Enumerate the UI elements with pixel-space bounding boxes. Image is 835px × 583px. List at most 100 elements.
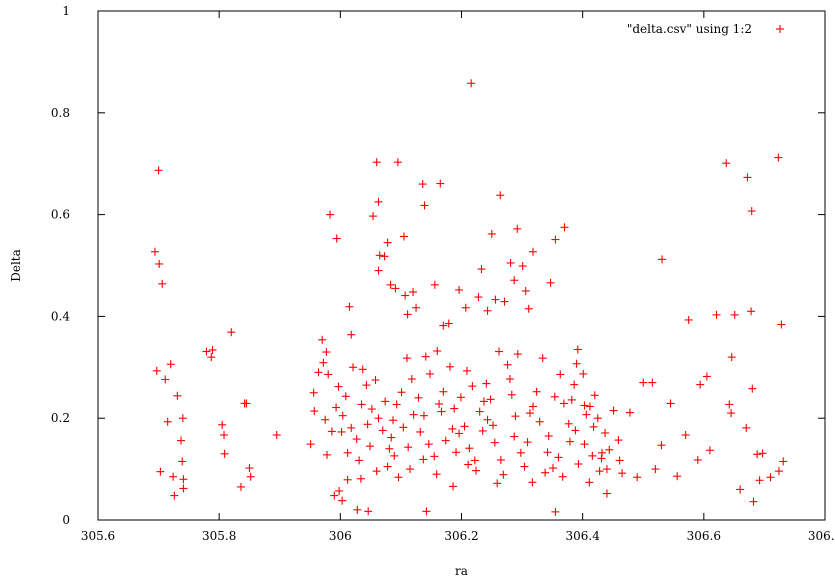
data-point: [380, 252, 389, 261]
data-point: [743, 173, 752, 182]
data-point: [341, 392, 350, 401]
data-point: [727, 409, 736, 418]
data-point: [639, 378, 648, 387]
data-point: [421, 352, 430, 361]
data-points: [150, 79, 788, 516]
data-point: [496, 455, 505, 464]
data-point: [152, 366, 161, 375]
data-point: [524, 304, 533, 313]
y-tick-label: 0.4: [51, 309, 70, 323]
data-point: [455, 285, 464, 294]
data-point: [736, 485, 745, 494]
data-point: [245, 464, 254, 473]
data-point: [651, 465, 660, 474]
data-point: [420, 201, 429, 210]
data-point: [444, 319, 453, 328]
data-point: [220, 449, 229, 458]
data-point: [464, 460, 473, 469]
data-point: [324, 370, 333, 379]
data-point: [397, 388, 406, 397]
plot-frame: [97, 10, 826, 521]
data-point: [510, 276, 519, 285]
data-point: [392, 400, 401, 409]
data-point: [482, 379, 491, 388]
data-point: [330, 491, 339, 500]
data-point: [590, 391, 599, 400]
data-point: [779, 457, 788, 466]
data-point: [170, 491, 179, 500]
data-point: [150, 247, 159, 256]
data-point: [389, 416, 398, 425]
data-point: [565, 437, 574, 446]
data-point: [338, 496, 347, 505]
data-point: [462, 366, 471, 375]
data-point: [673, 472, 682, 481]
data-point: [352, 435, 361, 444]
data-point: [747, 207, 756, 216]
data-point: [461, 303, 470, 312]
data-point: [432, 470, 441, 479]
data-point: [422, 507, 431, 516]
data-point: [369, 212, 378, 221]
data-point: [358, 365, 367, 374]
data-point: [424, 440, 433, 449]
data-point: [460, 422, 469, 431]
data-point: [337, 427, 346, 436]
data-point: [474, 293, 483, 302]
x-tick-label: 306: [329, 529, 352, 543]
data-point: [538, 354, 547, 363]
data-point: [349, 363, 358, 372]
data-point: [437, 407, 446, 416]
data-point: [595, 467, 604, 476]
data-point: [602, 489, 611, 498]
data-point: [614, 436, 623, 445]
data-point: [467, 79, 476, 88]
y-tick-label: 1: [62, 4, 70, 18]
data-point: [496, 191, 505, 200]
data-point: [456, 393, 465, 402]
data-point: [178, 414, 187, 423]
data-point: [559, 399, 568, 408]
data-point: [220, 430, 229, 439]
data-point: [387, 433, 396, 442]
data-point: [551, 507, 560, 516]
data-point: [326, 210, 335, 219]
data-point: [730, 310, 739, 319]
data-point: [390, 451, 399, 460]
data-point: [343, 475, 352, 484]
data-point: [327, 427, 336, 436]
data-point: [681, 430, 690, 439]
data-point: [310, 407, 319, 416]
data-point: [236, 482, 245, 491]
data-point: [580, 440, 589, 449]
data-point: [332, 403, 341, 412]
data-point: [747, 307, 756, 316]
data-point: [523, 438, 532, 447]
data-point: [693, 455, 702, 464]
data-point: [449, 482, 458, 491]
legend-label: "delta.csv" using 1:2: [627, 22, 752, 36]
data-point: [774, 467, 783, 476]
data-point: [343, 448, 352, 457]
legend-marker: [776, 25, 784, 33]
data-point: [435, 399, 444, 408]
data-point: [357, 400, 366, 409]
data-point: [272, 430, 281, 439]
data-point: [374, 197, 383, 206]
data-point: [399, 232, 408, 241]
data-point: [156, 467, 165, 476]
data-point: [551, 235, 560, 244]
data-point: [722, 159, 731, 168]
data-point: [404, 443, 413, 452]
data-point: [528, 478, 537, 487]
data-point: [362, 381, 371, 390]
data-point: [564, 419, 573, 428]
data-point: [658, 255, 667, 264]
data-point: [486, 395, 495, 404]
data-point: [455, 429, 464, 438]
data-point: [355, 456, 364, 465]
data-point: [500, 297, 509, 306]
data-point: [487, 229, 496, 238]
data-point: [589, 422, 598, 431]
data-point: [574, 460, 583, 469]
